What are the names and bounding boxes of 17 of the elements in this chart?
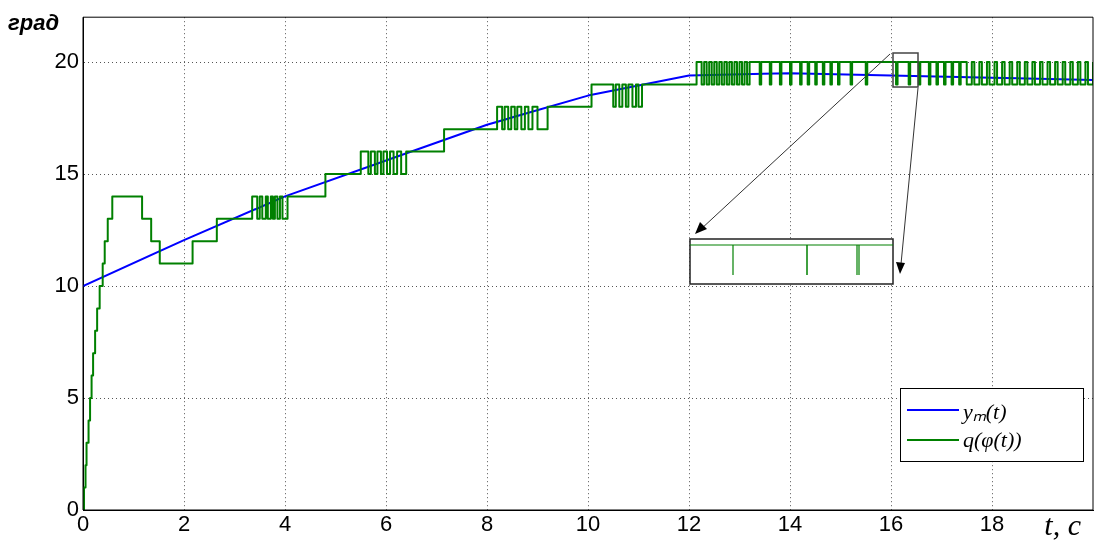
x-tick-label: 2 (177, 511, 191, 537)
legend-label: yₘ(t) (963, 398, 1007, 425)
y-tick-label: 15 (54, 160, 79, 186)
x-tick-label: 8 (480, 511, 494, 537)
y-tick-label: 5 (66, 384, 79, 410)
x-axis-title: t, c (1044, 508, 1081, 542)
x-tick-label: 12 (676, 511, 702, 537)
y-tick-label: 20 (54, 48, 79, 74)
y-axis-title: град (8, 10, 60, 36)
x-tick-label: 14 (777, 511, 803, 537)
x-tick-label: 18 (979, 511, 1005, 537)
x-tick-label: 4 (278, 511, 292, 537)
y-tick-label: 10 (54, 272, 79, 298)
x-tick-label: 6 (379, 511, 393, 537)
legend-label: q(φ(t)) (963, 427, 1022, 453)
x-tick-label: 10 (575, 511, 601, 537)
x-tick-label: 16 (878, 511, 904, 537)
